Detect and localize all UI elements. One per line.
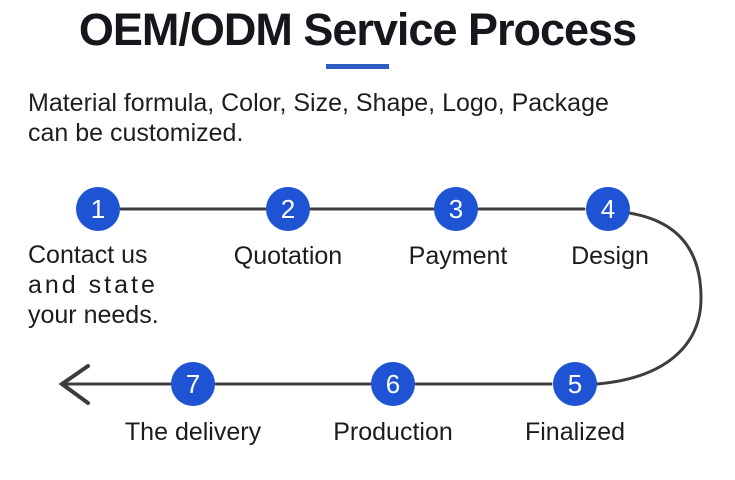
connector-curve-4-5	[595, 211, 703, 386]
step-number-4: 4	[600, 193, 616, 224]
step-circle-2: 2	[266, 187, 310, 231]
subtitle: Material formula, Color, Size, Shape, Lo…	[28, 88, 609, 148]
step-label-contact-us: Contact us and state your needs.	[28, 241, 159, 329]
step-label-finalized: Finalized	[524, 418, 626, 446]
step-label-production: Production	[333, 418, 453, 446]
page-title: OEM/ODM Service Process	[78, 4, 637, 55]
step-label-payment: Payment	[408, 242, 508, 270]
step-number-3: 3	[448, 193, 464, 224]
step-circle-6: 6	[371, 362, 415, 406]
subtitle-line-1: Material formula, Color, Size, Shape, Lo…	[28, 89, 609, 117]
step-label-the-delivery: The delivery	[124, 418, 262, 446]
step-number-5: 5	[567, 368, 583, 399]
step-circle-4: 4	[586, 187, 630, 231]
step-circle-7: 7	[171, 362, 215, 406]
step-circle-5: 5	[553, 362, 597, 406]
step-number-7: 7	[185, 368, 201, 399]
step-label-quotation: Quotation	[233, 242, 343, 270]
step-label-design: Design	[571, 242, 649, 270]
step-number-6: 6	[385, 368, 401, 399]
subtitle-line-2: can be customized.	[28, 119, 244, 147]
step-circle-1: 1	[76, 187, 120, 231]
title-underline	[326, 64, 389, 69]
step-circle-3: 3	[434, 187, 478, 231]
step-number-2: 2	[280, 193, 296, 224]
step-number-1: 1	[90, 193, 106, 224]
arrow-head-icon	[58, 364, 90, 405]
